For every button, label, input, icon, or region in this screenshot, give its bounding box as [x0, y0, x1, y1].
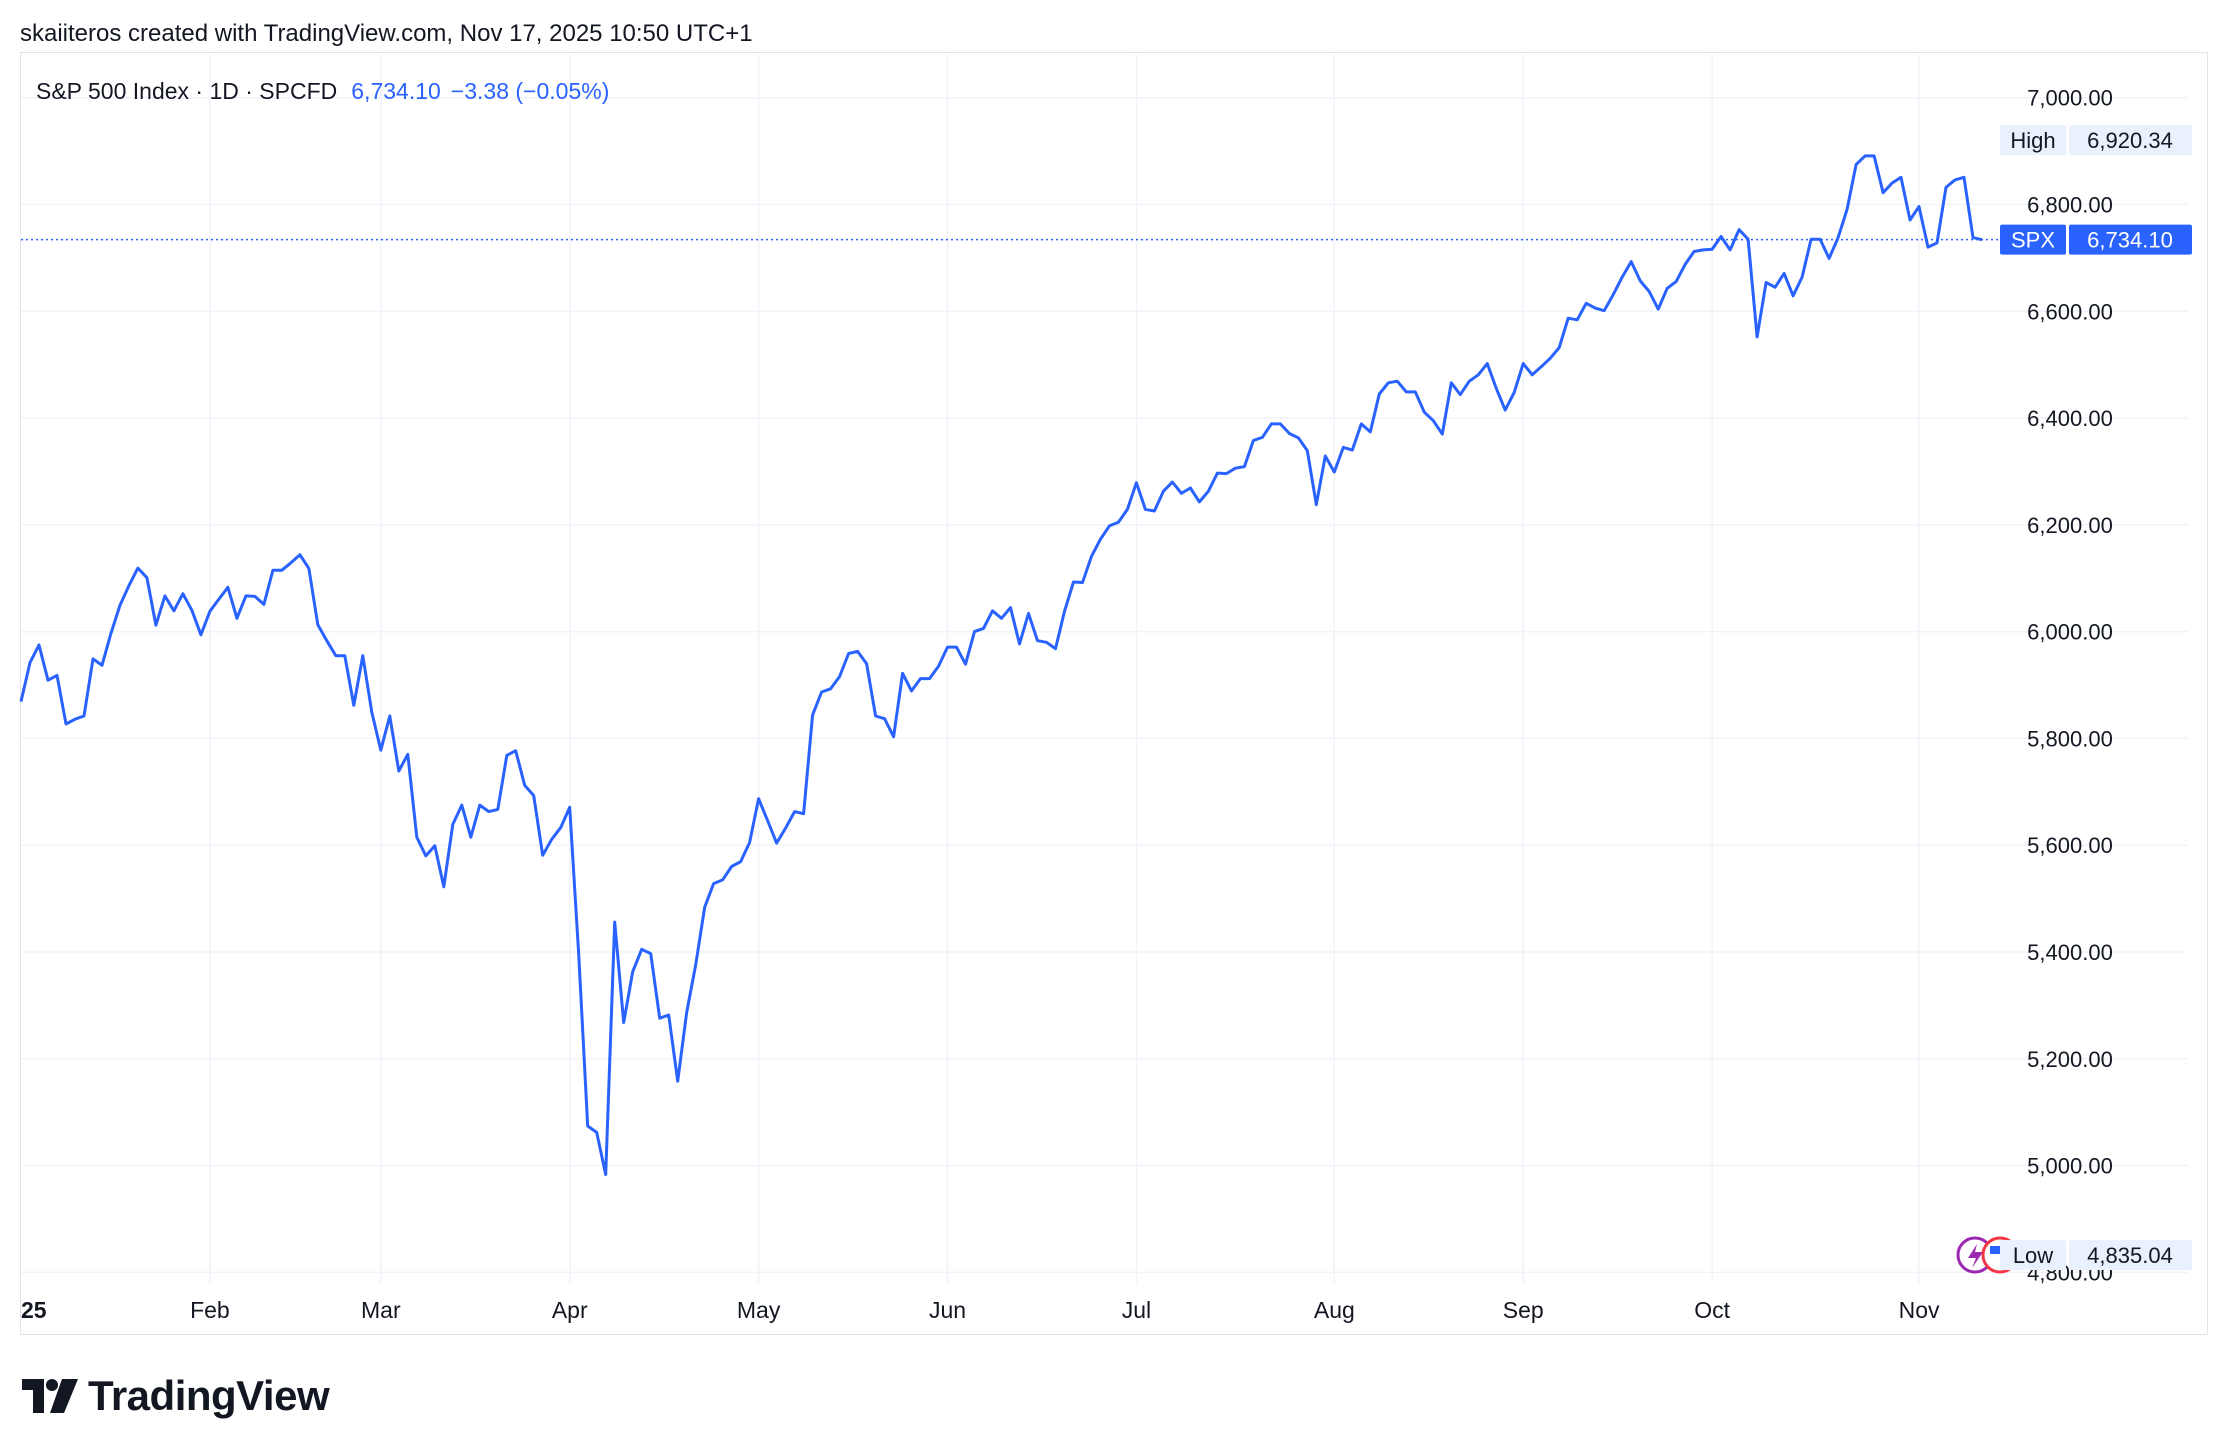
last-tag-value: 6,734.10 [2087, 228, 2173, 253]
legend-change: −3.38 (−0.05%) [450, 78, 610, 104]
y-tick-label: 5,200.00 [2027, 1047, 2113, 1072]
y-tick-label: 6,200.00 [2027, 513, 2113, 538]
y-tick-label: 6,400.00 [2027, 406, 2113, 431]
chart-legend: S&P 500 Index · 1D · SPCFD 6,734.10 −3.38 … [36, 78, 609, 105]
x-tick-label: May [737, 1297, 781, 1323]
legend-last-value: 6,734.10 [351, 78, 441, 104]
high-name-bg [2000, 125, 2066, 156]
chart-frame [20, 52, 2208, 1335]
chart-credit: skaiiteros created with TradingView.com,… [20, 20, 753, 47]
last-tag-symbol: SPX [2011, 228, 2055, 253]
y-tick-label: 5,800.00 [2027, 726, 2113, 751]
y-tick-label: 6,800.00 [2027, 192, 2113, 217]
high-value: 6,920.34 [2087, 128, 2173, 153]
flag-canton-icon [1990, 1246, 2000, 1254]
time-axis[interactable]: 25 Feb Mar Apr May Jun Jul Aug Sep Oct Nov [21, 1297, 1940, 1323]
series-line [19, 154, 1983, 1177]
x-tick-label: Sep [1503, 1297, 1544, 1323]
x-tick-label: Oct [1694, 1297, 1730, 1323]
high-name: High [2010, 128, 2055, 153]
last-tag-value-bg [2069, 224, 2192, 255]
last-price-tag: SPX 6,734.10 [2000, 224, 2192, 255]
low-value-bg [2069, 1240, 2192, 1270]
low-name: Low [2013, 1243, 2053, 1268]
last-tag-name-bg [2000, 224, 2066, 255]
y-tick-label: 5,000.00 [2027, 1154, 2113, 1179]
x-tick-label: Nov [1899, 1297, 1940, 1323]
y-tick-label: 5,400.00 [2027, 940, 2113, 965]
price-chart[interactable]: 7,000.00 6,800.00 6,600.00 6,400.00 6,200.00… [0, 0, 2222, 1340]
x-tick-label: Jun [929, 1297, 966, 1323]
y-tick-label: 5,600.00 [2027, 833, 2113, 858]
legend-symbol[interactable]: S&P 500 Index · 1D · SPCFD [36, 78, 338, 104]
y-tick-label: 6,600.00 [2027, 299, 2113, 324]
low-name-bg [2000, 1240, 2066, 1270]
x-tick-label: Jul [1122, 1297, 1151, 1323]
x-tick-label: Feb [190, 1297, 230, 1323]
grid [21, 55, 2188, 1283]
y-tick-label: 7,000.00 [2027, 86, 2113, 111]
low-label: Low 4,835.04 [1956, 1236, 2192, 1274]
y-tick-label: 6,000.00 [2027, 620, 2113, 645]
x-tick-label: Mar [361, 1297, 401, 1323]
high-value-bg [2069, 125, 2192, 156]
high-label: High 6,920.34 [2000, 125, 2192, 156]
x-tick-label: Aug [1314, 1297, 1355, 1323]
tradingview-logo[interactable]: TradingView [22, 1372, 330, 1420]
tradingview-logo-icon [22, 1379, 78, 1413]
low-value: 4,835.04 [2087, 1243, 2173, 1268]
lightning-icon [1968, 1244, 1983, 1268]
x-tick-label: 25 [21, 1297, 47, 1323]
price-axis[interactable]: 7,000.00 6,800.00 6,600.00 6,400.00 6,200.00… [2027, 86, 2113, 1286]
x-tick-label: Apr [552, 1297, 588, 1323]
tradingview-brand: TradingView [88, 1372, 330, 1419]
